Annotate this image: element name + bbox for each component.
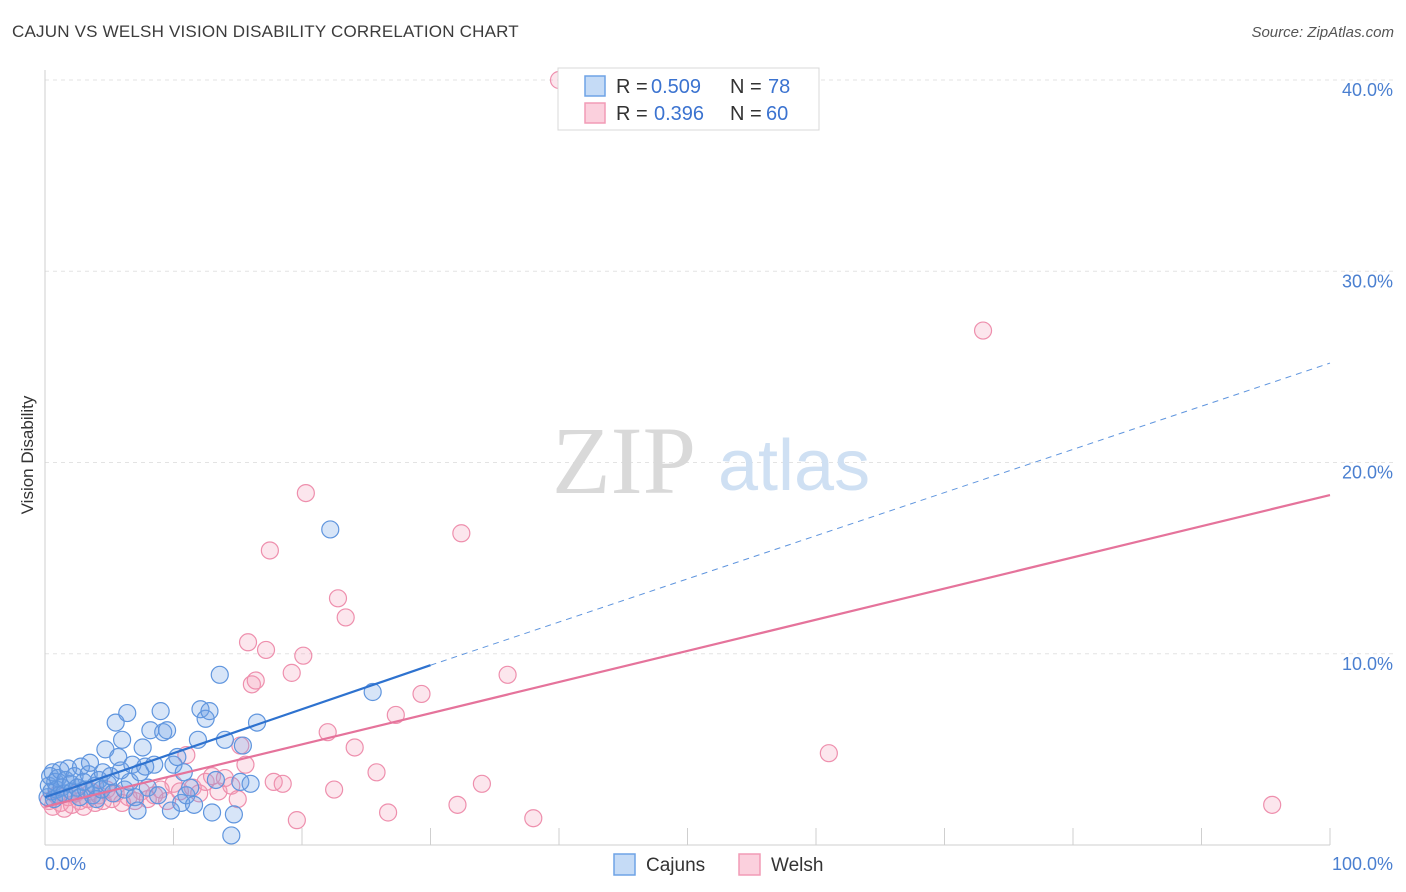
welsh-point: [367, 763, 386, 782]
legend-swatch-welsh: [584, 102, 606, 124]
legend-n-value-1: 78: [768, 76, 790, 98]
cajuns-point: [151, 702, 170, 721]
cajuns-point: [224, 805, 243, 824]
bottom-legend-swatch-welsh: [738, 853, 761, 876]
source-label: Source: ZipAtlas.com: [1251, 24, 1394, 41]
y-axis-title: Vision Disability: [18, 395, 37, 514]
cajuns-point: [118, 703, 137, 723]
cajuns-point: [109, 747, 128, 767]
welsh-point: [260, 541, 279, 560]
welsh-point: [378, 803, 398, 822]
cajuns-point: [200, 702, 219, 721]
cajuns-point: [222, 826, 241, 845]
grid-lines: [45, 79, 1395, 655]
cajuns-point: [148, 786, 168, 805]
welsh-point: [328, 589, 348, 608]
top-legend: R = 0.509 N = 78 R = 0.396 N = 60: [557, 67, 820, 131]
welsh-point: [336, 608, 355, 627]
cajuns-point: [112, 730, 132, 749]
bottom-legend: Cajuns Welsh: [613, 853, 823, 876]
watermark-atlas: atlas: [718, 426, 870, 506]
welsh-point: [524, 809, 543, 828]
welsh-point: [345, 738, 364, 757]
welsh-point: [282, 663, 301, 682]
chart-title: CAJUN VS WELSH VISION DISABILITY CORRELA…: [12, 22, 519, 41]
welsh-point: [238, 633, 258, 652]
welsh-point: [246, 671, 265, 690]
cajuns-trend-line: [44, 664, 431, 799]
cajuns-point: [206, 770, 226, 790]
welsh-point: [157, 791, 177, 811]
welsh-point: [386, 705, 405, 725]
welsh-point: [412, 684, 431, 704]
cajuns-point: [133, 738, 152, 757]
welsh-point: [472, 774, 491, 793]
cajuns-point: [215, 730, 234, 749]
cajuns-point: [184, 795, 204, 814]
welsh-point: [819, 744, 838, 763]
cajuns-point: [233, 736, 252, 755]
x-tick-label: 0.0%: [45, 854, 86, 874]
trend-lines: [44, 362, 1331, 808]
cajuns-point: [71, 757, 91, 776]
cajuns-point: [157, 721, 177, 740]
bottom-legend-swatch-cajuns: [613, 853, 636, 876]
watermark-zip: ZIP: [552, 407, 696, 514]
cajuns-point: [128, 801, 147, 820]
cajuns-point: [80, 753, 100, 772]
cajuns-point: [181, 778, 200, 797]
cajuns-point: [241, 774, 260, 793]
y-tick-label: 10.0%: [1342, 654, 1393, 674]
welsh-point: [228, 789, 247, 809]
welsh-point: [294, 646, 313, 665]
cajuns-point: [161, 801, 181, 820]
cajuns-point: [363, 682, 382, 702]
welsh-point: [256, 640, 276, 660]
x-tick-labels: 0.0% 100.0%: [45, 854, 1393, 874]
y-tick-label: 30.0%: [1342, 271, 1393, 291]
legend-r-label-2: R =: [616, 103, 648, 125]
legend-r-value-1: 0.509: [651, 76, 701, 98]
y-tick-labels: 10.0% 20.0% 30.0% 40.0%: [1342, 80, 1393, 674]
welsh-point: [236, 755, 255, 774]
legend-n-value-2: 60: [766, 103, 788, 125]
welsh-point: [498, 665, 517, 684]
bottom-legend-welsh: Welsh: [771, 855, 823, 876]
welsh-point: [973, 321, 993, 340]
welsh-point: [448, 795, 467, 814]
cajuns-point: [210, 665, 229, 684]
bottom-legend-cajuns: Cajuns: [646, 855, 705, 876]
y-tick-label: 40.0%: [1342, 80, 1393, 100]
axes: [44, 70, 1331, 846]
x-tick-label: 100.0%: [1332, 854, 1393, 874]
welsh-point: [264, 772, 283, 791]
welsh-point: [273, 774, 292, 793]
y-tick-label: 20.0%: [1342, 463, 1393, 483]
legend-n-label-1: N =: [730, 76, 762, 98]
cajuns-point: [321, 520, 340, 539]
welsh-point: [452, 524, 471, 543]
cajuns-point: [125, 788, 145, 807]
welsh-point: [325, 780, 344, 799]
welsh-point: [1263, 795, 1282, 814]
welsh-point: [287, 811, 306, 830]
legend-r-label-1: R =: [616, 76, 648, 98]
welsh-trend-line: [44, 493, 1331, 808]
watermark: ZIP atlas: [552, 407, 870, 514]
cajuns-point: [191, 700, 210, 719]
cajuns-trend-extension: [430, 362, 1331, 666]
legend-n-label-2: N =: [730, 103, 762, 125]
welsh-point: [296, 484, 315, 503]
cajuns-point: [202, 803, 222, 822]
legend-swatch-cajuns: [584, 75, 606, 97]
legend-r-value-2: 0.396: [654, 103, 704, 125]
cajuns-point: [65, 767, 84, 786]
